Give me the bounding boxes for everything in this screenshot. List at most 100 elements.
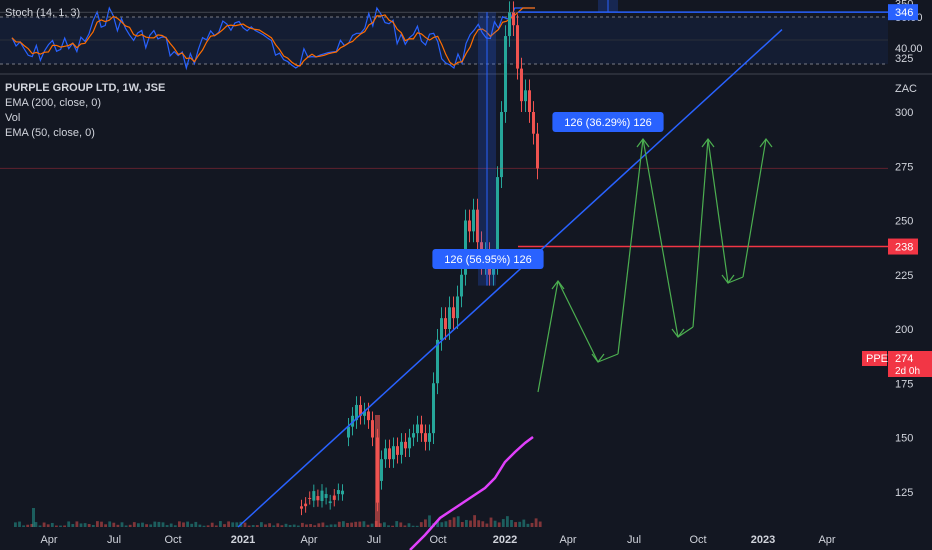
candle-body [367, 411, 370, 421]
volume-bar [165, 525, 169, 527]
resistance-price-label: 346 [895, 7, 913, 19]
volume-bar [370, 523, 374, 527]
volume-bar [71, 524, 75, 527]
projection-arrow-segment [537, 280, 559, 393]
volume-bar [329, 524, 333, 527]
candle-body [472, 209, 475, 232]
volume-bar [305, 524, 308, 527]
price-tick-label: 325 [895, 53, 913, 65]
projection-arrow-segment [692, 138, 709, 328]
volume-bar [337, 521, 341, 527]
volume-bar [32, 508, 35, 527]
volume-bar [313, 525, 317, 527]
volume-bar [67, 521, 71, 527]
volume-bar [526, 523, 530, 527]
volume-bar [350, 522, 353, 527]
candle-body [504, 36, 507, 112]
volume-bar [407, 523, 411, 527]
time-tick-label: Jul [627, 534, 641, 546]
volume-bar [255, 525, 259, 527]
volume-bar [276, 523, 280, 527]
volume-bar [198, 524, 202, 527]
projection-arrow-segment [597, 353, 619, 363]
volume-bar [473, 515, 476, 527]
volume-bar [46, 524, 50, 527]
volume-bar [75, 521, 79, 527]
volume-bar [460, 522, 464, 527]
volume-bar [321, 522, 325, 527]
volume-bar [50, 522, 54, 527]
volume-bar [30, 523, 34, 527]
volume-bar [497, 522, 501, 527]
volume-bar [366, 524, 370, 527]
volume-bar [506, 516, 509, 527]
time-tick-label: Apr [818, 534, 835, 546]
candle-body [312, 491, 316, 501]
volume-bar [411, 525, 415, 527]
candle-body [532, 112, 535, 134]
volume-bar [469, 520, 472, 527]
candle-body [363, 411, 366, 416]
candle-body [416, 424, 419, 434]
time-tick-label: Apr [300, 534, 317, 546]
candle-body [452, 307, 455, 319]
candle-body [412, 433, 415, 438]
volume-bar [481, 521, 485, 527]
volume-bar [538, 521, 542, 527]
volume-bar [415, 525, 419, 527]
projection-arrow-segment [727, 276, 744, 284]
candle-body [516, 25, 519, 69]
volume-bar [206, 525, 210, 527]
volume-bar [342, 521, 345, 527]
price-tick-label: 300 [895, 107, 913, 119]
volume-bar [202, 525, 206, 527]
volume-bar [100, 521, 103, 527]
stoch-d-line [11, 7, 535, 67]
candle-body [400, 441, 403, 455]
candle-body [351, 415, 354, 427]
volume-bar [22, 525, 25, 527]
projection-arrow-segment [557, 280, 599, 363]
volume-bar [452, 517, 456, 527]
volume-bar [280, 525, 284, 527]
candle-body [316, 496, 320, 501]
volume-bar [485, 523, 489, 527]
candle-body [448, 307, 451, 329]
time-tick-label: Jul [367, 534, 381, 546]
current-price-bg [888, 351, 932, 377]
volume-bar [440, 522, 444, 527]
price-tick-label: 225 [895, 270, 913, 282]
candle-body [436, 339, 439, 384]
volume-bar [362, 521, 366, 527]
volume-bar [87, 524, 91, 527]
volume-bar [63, 525, 66, 527]
measure-label-2-bg [552, 112, 664, 132]
candle-body [384, 448, 387, 460]
projection-arrow-segment [617, 138, 644, 355]
time-tick-label: Oct [164, 534, 181, 546]
volume-bar [448, 519, 452, 527]
volume-bar [260, 522, 263, 527]
volume-bar [153, 521, 157, 527]
arrowhead-down [721, 274, 735, 284]
volume-bar [182, 522, 185, 527]
volume-bar [395, 521, 399, 527]
candle-body [520, 68, 523, 102]
time-tick-label: Oct [429, 534, 446, 546]
price-tick-label: 175 [895, 378, 913, 390]
ema200-legend: EMA (200, close, 0) [5, 97, 101, 109]
candle-body [300, 506, 303, 509]
volume-bar [465, 519, 468, 527]
symbol-legend: PURPLE GROUP LTD, 1W, JSE [5, 82, 166, 94]
support-price-label-bg [888, 238, 918, 255]
candle-body [528, 90, 531, 112]
volume-bar [91, 524, 95, 527]
volume-bar [59, 525, 62, 527]
volume-bar [518, 521, 522, 527]
volume-bar [34, 522, 38, 527]
volume-bar [333, 524, 337, 527]
volume-bar [178, 521, 181, 527]
volume-bar [354, 521, 358, 527]
candle-body [336, 490, 340, 494]
